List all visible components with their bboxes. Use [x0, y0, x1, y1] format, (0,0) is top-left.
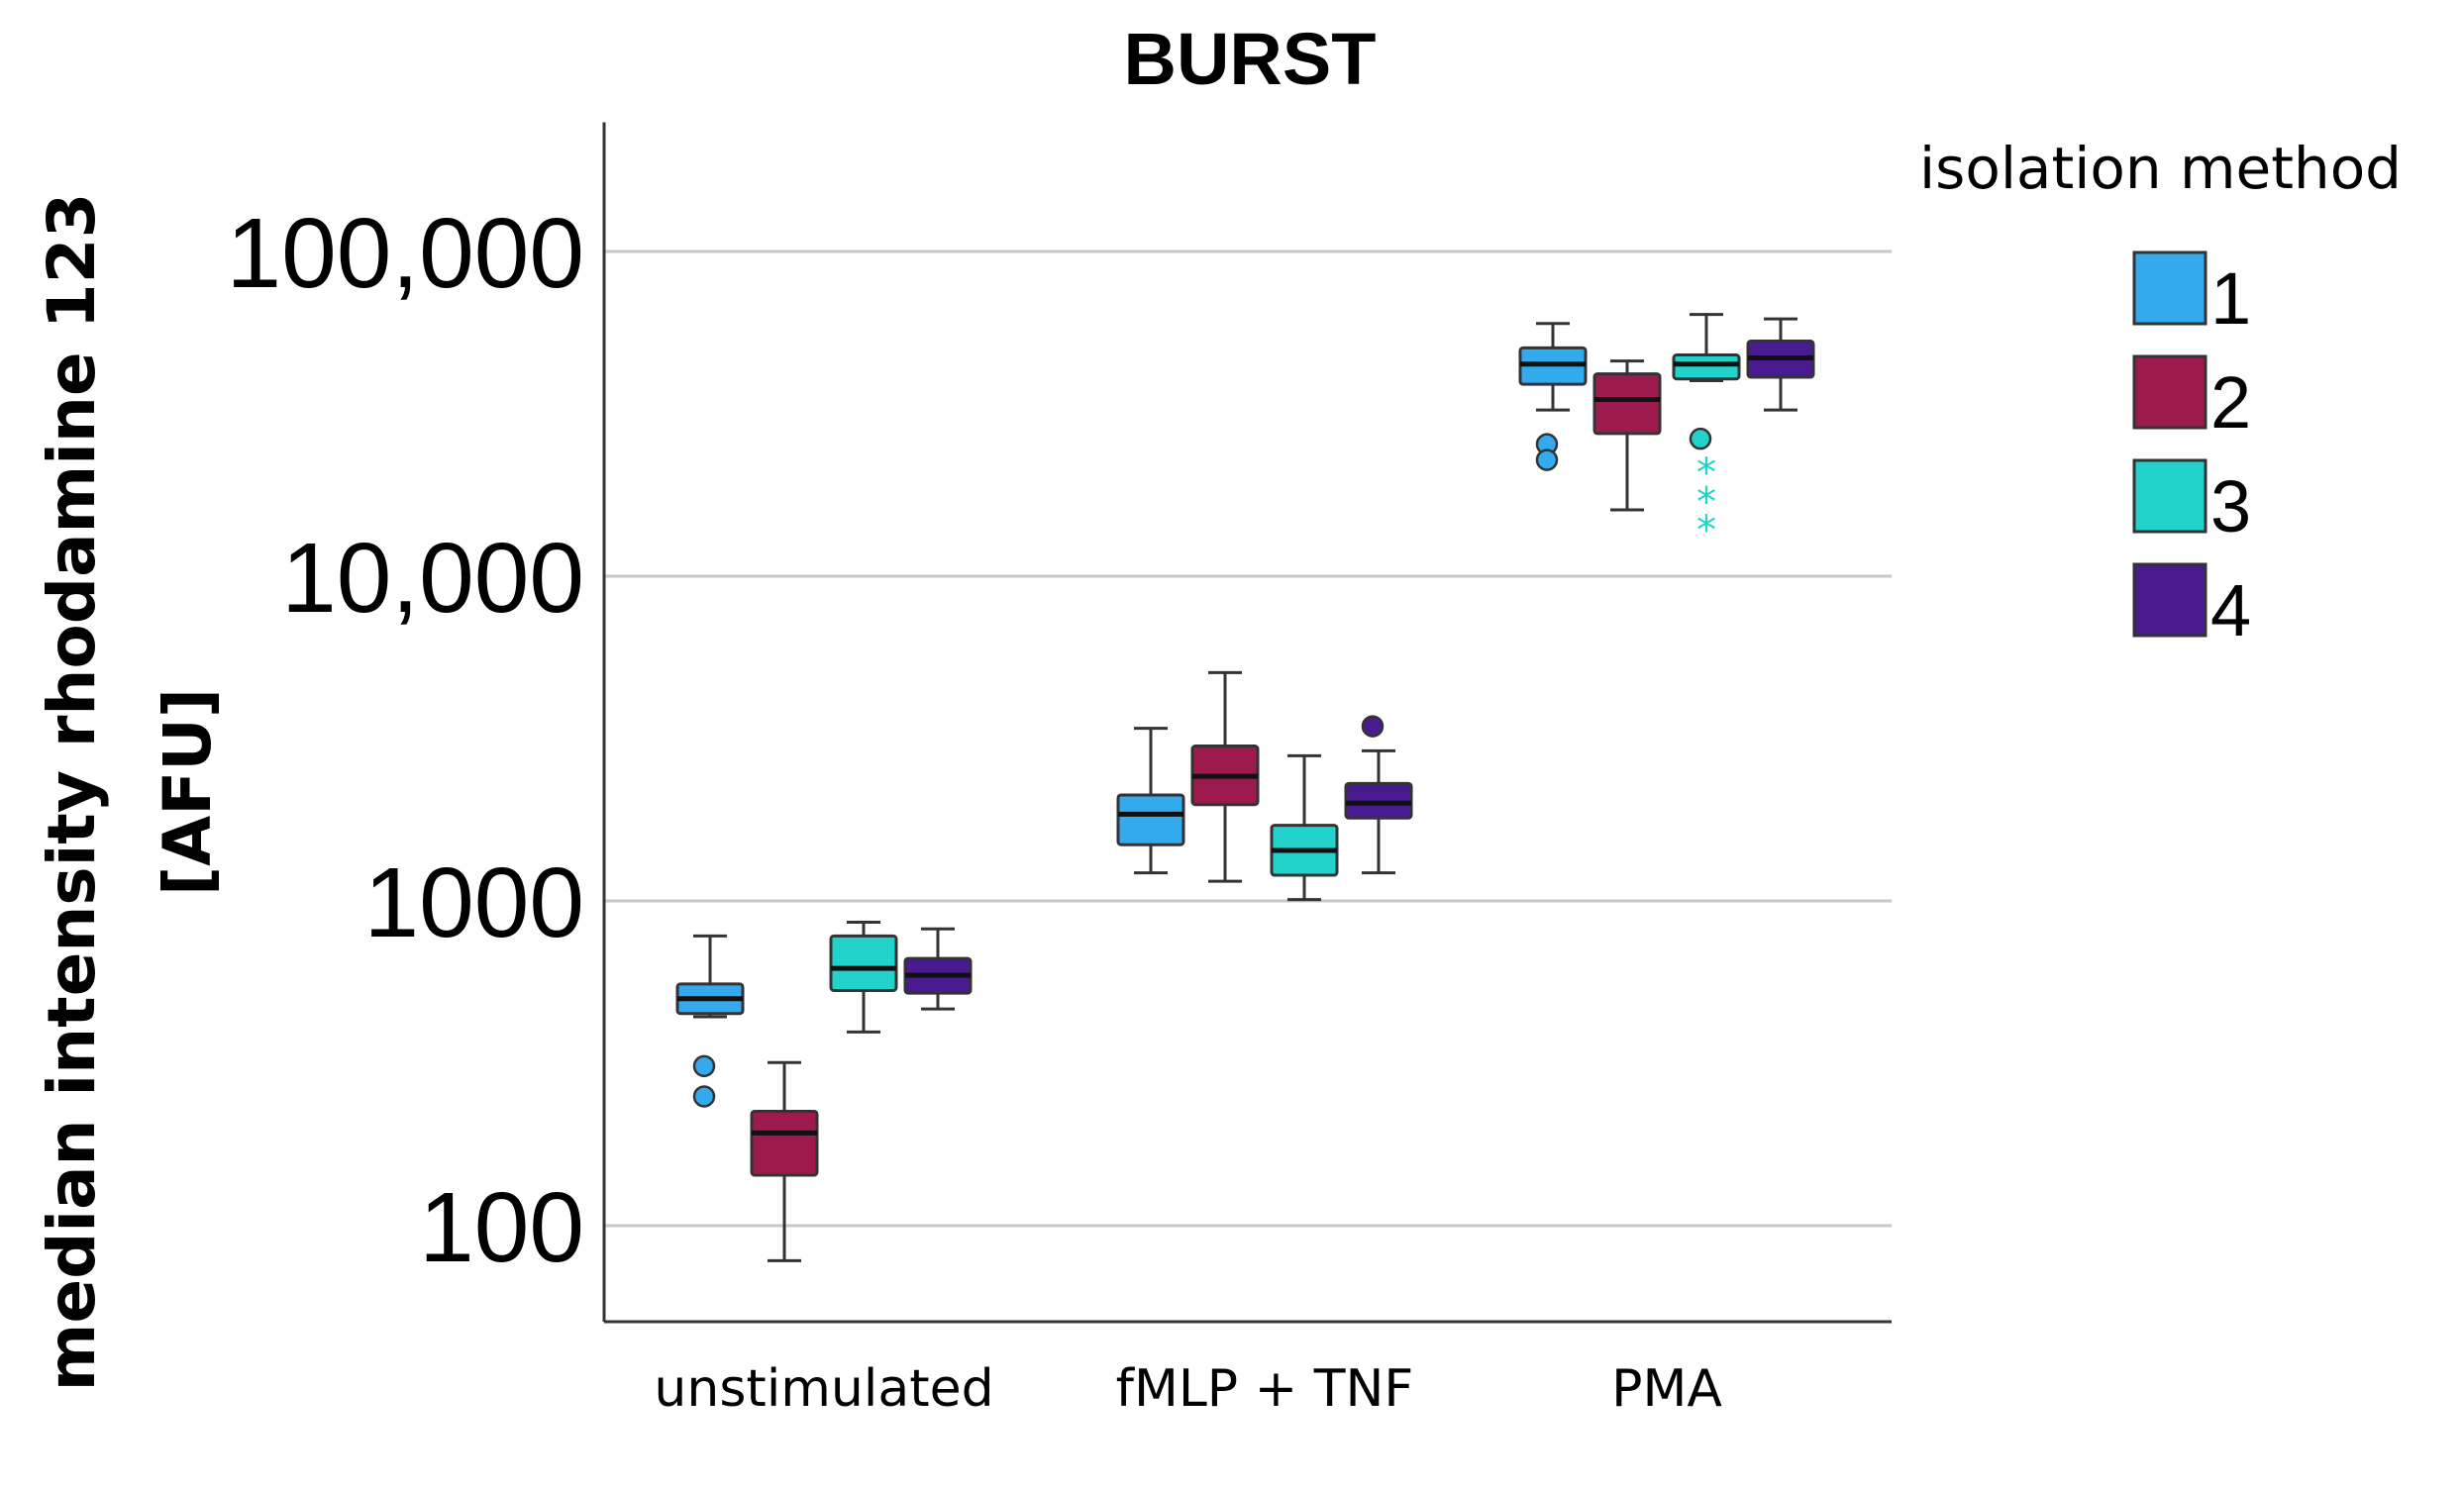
- box-3-1: [1270, 753, 1339, 902]
- y-tick-label-0: 100: [419, 1172, 584, 1283]
- y-tick-label-2: 10,000: [281, 523, 584, 634]
- legend-item-3: 3: [2132, 458, 2251, 547]
- box-2-1: [1190, 670, 1260, 883]
- legend-swatch-2: [2132, 354, 2207, 430]
- gridlines: [604, 249, 1892, 1228]
- box-1-1: [1116, 727, 1185, 875]
- box-4-2: [1746, 317, 1815, 412]
- box-4-0: [903, 927, 973, 1011]
- box-3-0: [829, 920, 898, 1034]
- box-plots: ***: [675, 313, 1815, 1262]
- x-tick-label-1: fMLP + TNF: [1116, 1359, 1414, 1419]
- box-body: [829, 934, 898, 992]
- y-axis-label-line2: [AFU]: [150, 688, 226, 896]
- legend-item-2: 2: [2132, 354, 2251, 444]
- y-tick-labels: 100 1000 10,000 100,000: [227, 198, 584, 1283]
- legend-swatch-4: [2132, 562, 2207, 638]
- box-3-2: ***: [1672, 313, 1741, 553]
- box-1-0: [675, 934, 745, 1108]
- box-2-0: [750, 1060, 819, 1262]
- legend-items: 1 2 3 4: [2132, 250, 2251, 651]
- legend-swatch-1: [2132, 250, 2207, 326]
- box-body: [1672, 353, 1741, 381]
- axes: [602, 122, 1892, 1324]
- box-2-2: [1592, 359, 1662, 512]
- y-tick-label-3: 100,000: [227, 198, 584, 309]
- outlier-1: [692, 1085, 716, 1108]
- x-tick-labels: unstimulated fMLP + TNF PMA: [654, 1359, 1722, 1419]
- x-tick-label-2: PMA: [1611, 1359, 1722, 1419]
- box-body: [1116, 793, 1185, 846]
- extreme-0: *: [1696, 450, 1716, 496]
- outlier-0: [1361, 715, 1385, 738]
- box-4-1: [1344, 715, 1413, 875]
- legend-title: isolation method: [1919, 135, 2402, 202]
- legend-label-2: 2: [2210, 361, 2251, 444]
- outlier-0: [1689, 427, 1712, 450]
- x-tick-label-0: unstimulated: [654, 1359, 993, 1419]
- outlier-0: [692, 1054, 716, 1078]
- legend-label-1: 1: [2210, 257, 2251, 340]
- box-body: [750, 1109, 819, 1177]
- extreme-2: *: [1696, 508, 1716, 553]
- legend-swatch-3: [2132, 458, 2207, 534]
- y-axis-label: median intensity rhodamine 123 [AFU]: [34, 193, 226, 1392]
- legend-item-1: 1: [2132, 250, 2251, 340]
- box-body: [1592, 372, 1662, 436]
- legend-label-3: 3: [2210, 465, 2251, 547]
- extreme-1: *: [1696, 479, 1716, 525]
- legend-item-4: 4: [2132, 562, 2251, 651]
- legend: isolation method 1 2 3 4: [1919, 135, 2402, 651]
- chart-title: BURST: [1124, 18, 1377, 100]
- legend-label-4: 4: [2210, 569, 2251, 651]
- y-axis-label-line1: median intensity rhodamine 123: [34, 193, 110, 1392]
- box-1-2: [1518, 322, 1588, 471]
- outlier-1: [1535, 448, 1559, 471]
- y-tick-label-1: 1000: [364, 847, 584, 958]
